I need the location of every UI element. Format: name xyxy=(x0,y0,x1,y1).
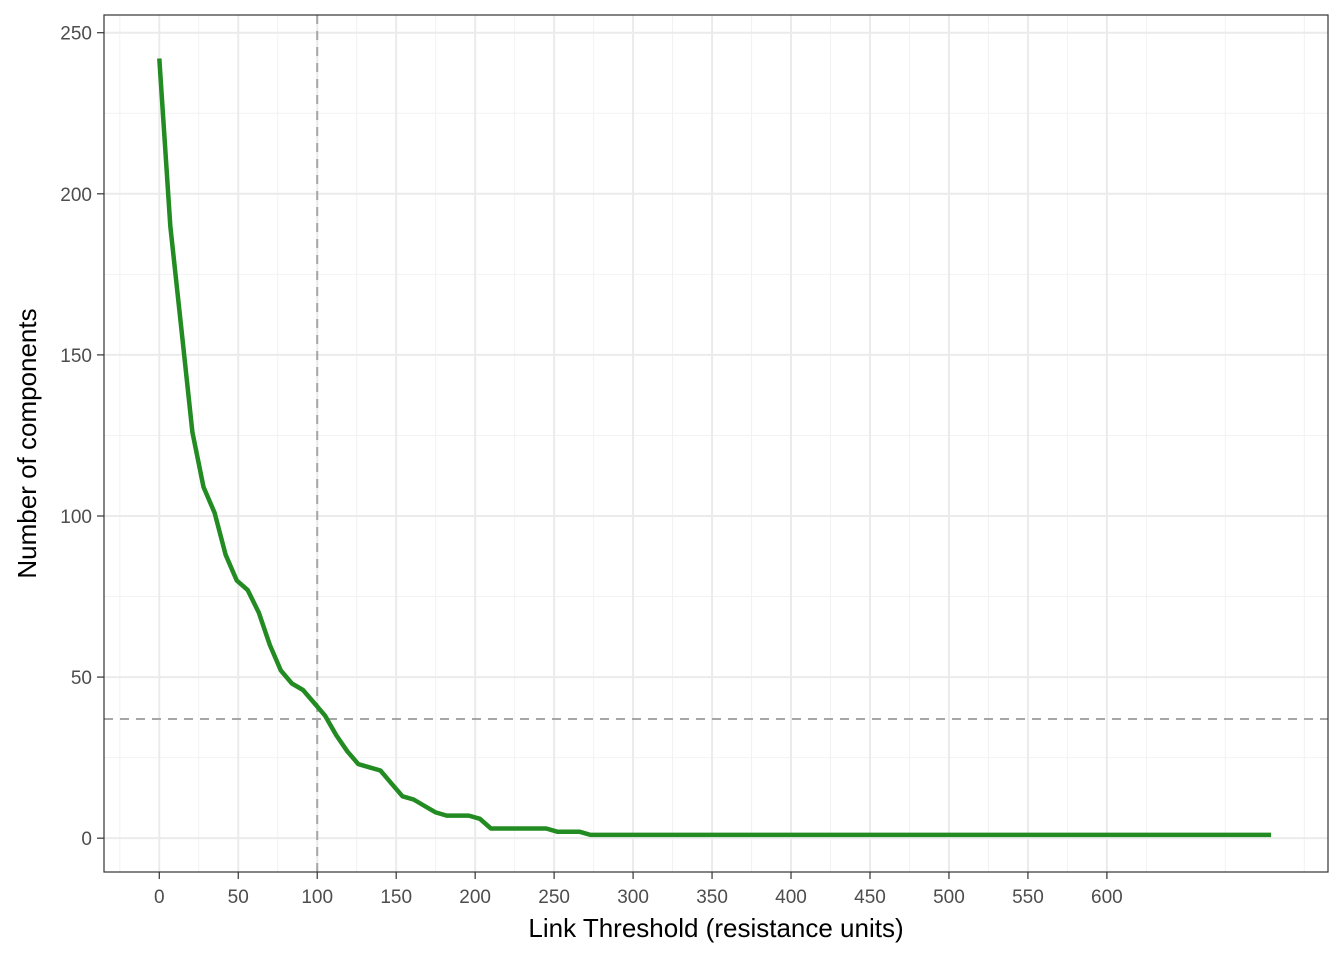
x-tick-label: 400 xyxy=(775,887,807,908)
x-tick-label: 200 xyxy=(459,887,491,908)
minor-gridlines xyxy=(104,15,1328,872)
y-tick-label: 50 xyxy=(71,668,92,689)
x-tick-label: 250 xyxy=(538,887,570,908)
y-axis-title: Number of components xyxy=(12,308,42,578)
x-axis: 0 50 100 150 200 250 300 350 400 450 500 550 600 xyxy=(154,872,1123,908)
x-tick-label: 450 xyxy=(854,887,886,908)
y-tick-label: 200 xyxy=(60,185,92,206)
x-tick-label: 350 xyxy=(696,887,728,908)
x-tick-label: 300 xyxy=(617,887,649,908)
x-tick-label: 0 xyxy=(154,887,165,908)
panel-border xyxy=(103,14,1329,873)
x-tick-label: 550 xyxy=(1012,887,1044,908)
x-axis-title: Link Threshold (resistance units) xyxy=(528,913,903,943)
x-tick-label: 500 xyxy=(933,887,965,908)
x-tick-label: 50 xyxy=(228,887,249,908)
major-gridlines xyxy=(104,15,1328,872)
y-axis: 0 50 100 150 200 250 xyxy=(60,24,104,850)
series-group xyxy=(157,58,1272,838)
x-tick-label: 100 xyxy=(301,887,333,908)
y-tick-label: 0 xyxy=(81,829,92,850)
x-tick-label: 600 xyxy=(1091,887,1123,908)
y-tick-label: 250 xyxy=(60,24,92,45)
series-line-0 xyxy=(157,58,1272,838)
x-tick-label: 150 xyxy=(380,887,412,908)
reference-lines xyxy=(104,15,1328,872)
y-tick-label: 100 xyxy=(60,507,92,528)
y-tick-label: 150 xyxy=(60,346,92,367)
